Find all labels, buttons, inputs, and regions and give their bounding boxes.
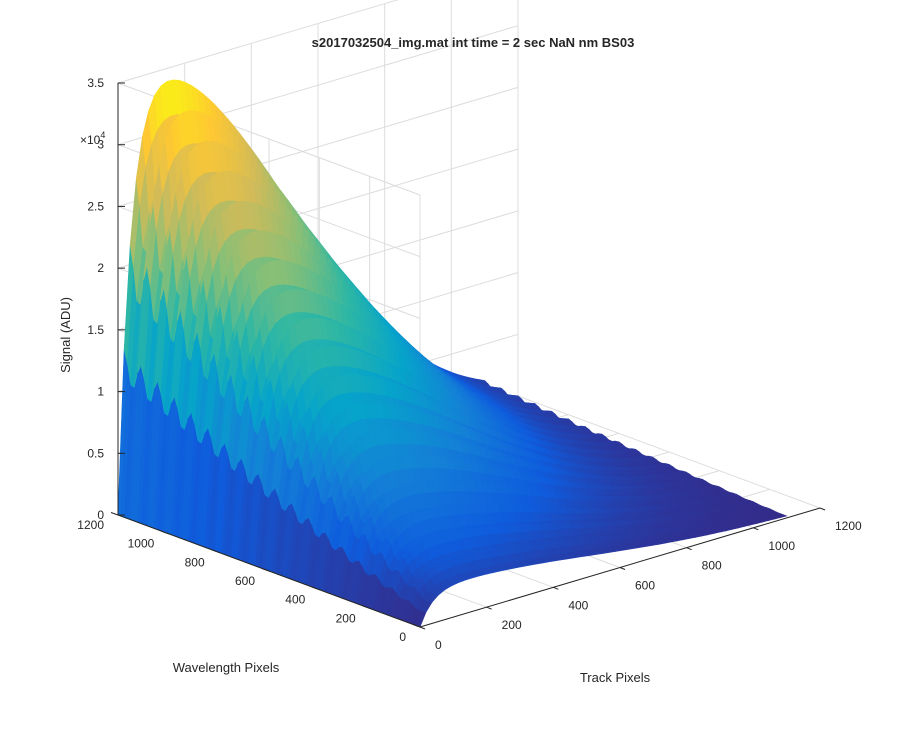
surface-plot: 0200400600800100012000200400600800100012…: [0, 0, 900, 750]
